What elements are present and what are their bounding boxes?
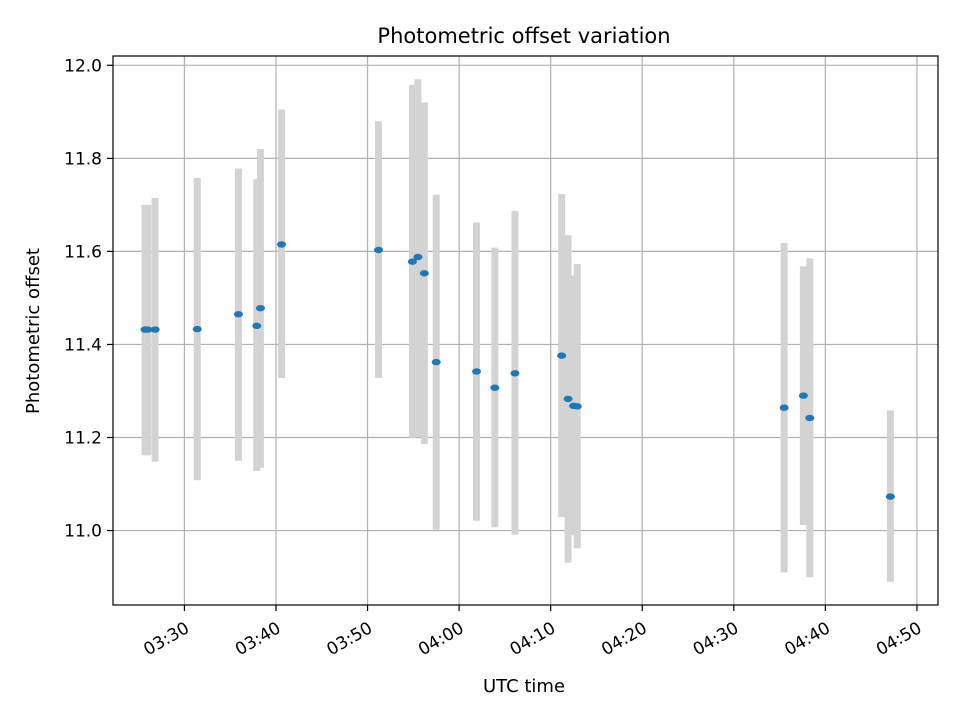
plot-frame — [112, 55, 939, 606]
data-point — [563, 395, 573, 403]
chart-title: Photometric offset variation — [377, 24, 670, 48]
data-point — [490, 384, 500, 391]
data-point — [150, 326, 160, 333]
data-point — [143, 326, 153, 333]
data-point — [779, 404, 789, 411]
y-tick-label: 11.8 — [64, 149, 102, 169]
y-tick-label: 11.6 — [64, 242, 102, 262]
y-axis-ticks: 11.0 11.2 11.4 11.6 11.8 12.0 — [64, 56, 113, 542]
data-point — [805, 414, 815, 422]
data-point — [276, 241, 286, 248]
data-point — [374, 246, 384, 254]
y-tick-label: 11.2 — [64, 429, 102, 449]
data-point — [472, 368, 482, 375]
data-point — [431, 358, 441, 366]
data-points — [140, 241, 895, 500]
data-point — [192, 325, 202, 333]
data-point — [413, 253, 423, 261]
data-point — [557, 352, 567, 359]
data-point — [419, 270, 429, 277]
data-point — [510, 370, 520, 377]
y-axis-label: Photometric offset — [23, 248, 44, 414]
x-axis-label: UTC time — [483, 676, 565, 697]
data-point — [252, 322, 262, 330]
y-tick-label: 11.0 — [64, 522, 102, 542]
data-point — [885, 493, 895, 500]
data-point — [572, 403, 582, 410]
data-point — [407, 258, 417, 265]
data-point — [233, 311, 243, 318]
data-point — [255, 304, 265, 312]
y-tick-label: 11.4 — [64, 335, 102, 355]
y-tick-label: 12.0 — [64, 56, 102, 76]
data-point — [798, 392, 808, 399]
